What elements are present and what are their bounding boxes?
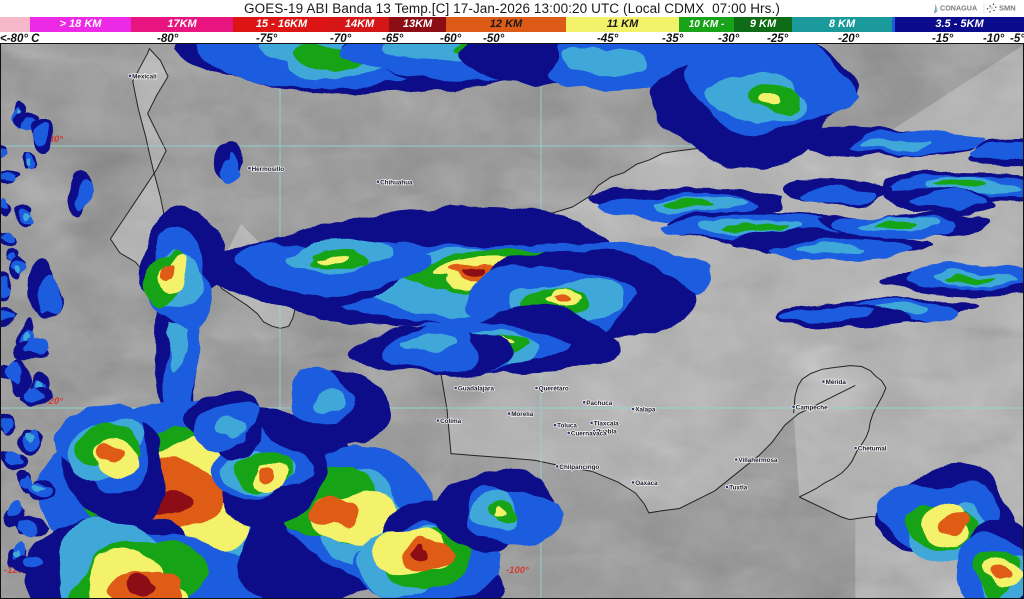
svg-text:Chilpancingo: Chilpancingo	[559, 464, 599, 471]
svg-text:Hermosillo: Hermosillo	[252, 166, 285, 173]
svg-text:SMN: SMN	[999, 3, 1016, 12]
svg-text:Morelia: Morelia	[511, 411, 534, 418]
svg-text:Cuernavaca: Cuernavaca	[571, 431, 607, 438]
svg-text:Querétaro: Querétaro	[539, 386, 569, 393]
svg-text:Tuxtla: Tuxtla	[729, 485, 748, 492]
svg-text:Toluca: Toluca	[557, 423, 577, 430]
svg-text:Pachuca: Pachuca	[586, 400, 612, 407]
svg-text:Chihuahua: Chihuahua	[380, 179, 413, 186]
svg-text:Colima: Colima	[440, 418, 461, 425]
svg-text:CONAGUA: CONAGUA	[940, 3, 977, 12]
svg-text:-100°: -100°	[506, 565, 529, 576]
svg-text:Campeche: Campeche	[796, 404, 828, 411]
svg-text:Villahermosa: Villahermosa	[738, 457, 778, 464]
svg-text:Mexicali: Mexicali	[132, 73, 157, 80]
svg-text:Oaxaca: Oaxaca	[635, 480, 658, 487]
svg-text:Mérida: Mérida	[826, 379, 847, 386]
svg-text:Guadalajara: Guadalajara	[458, 386, 495, 393]
svg-text:Chetumal: Chetumal	[858, 446, 887, 453]
svg-text:Xalapa: Xalapa	[635, 407, 656, 414]
svg-text:Tlaxcala: Tlaxcala	[594, 420, 619, 427]
